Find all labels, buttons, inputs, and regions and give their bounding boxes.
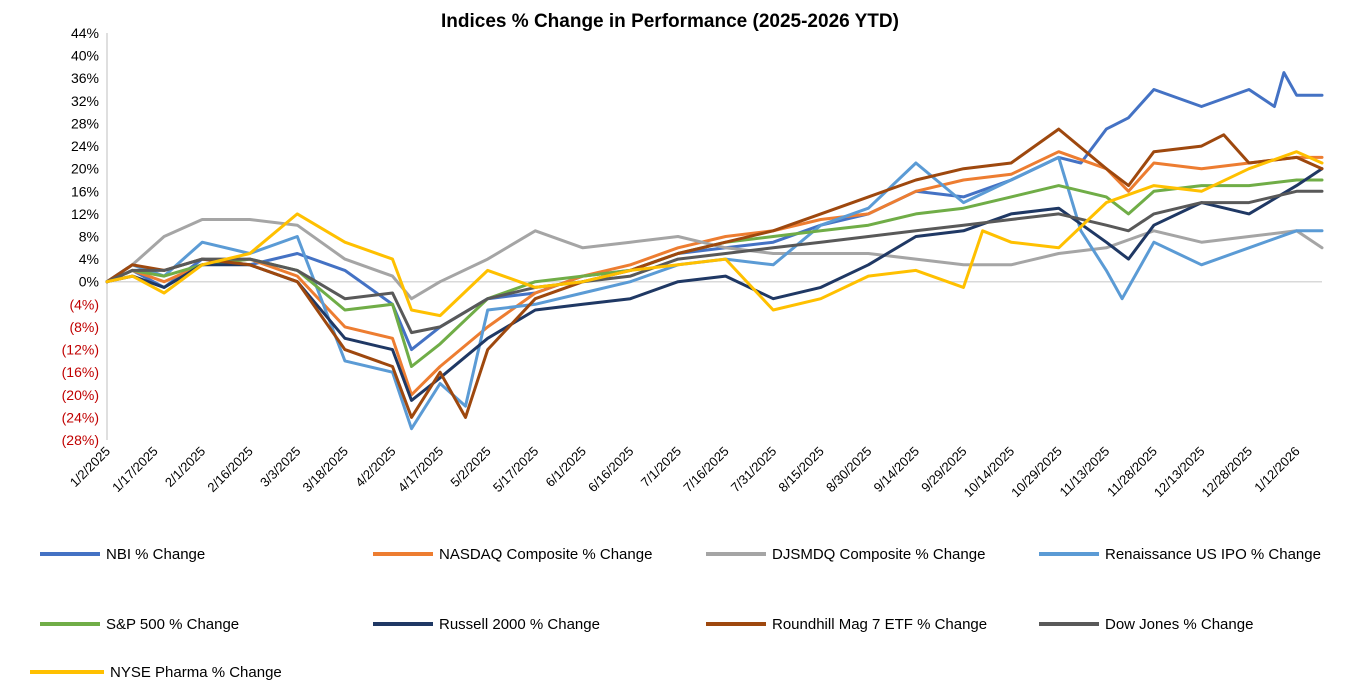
x-tick-label: 6/1/2025 — [543, 444, 589, 490]
y-axis: 44% 40% 36% 32% 28% 24% 20% 16% 12% 8% 4% 0% (4%) (8%… — [62, 25, 1322, 448]
x-tick-label: 2/16/2025 — [204, 444, 256, 496]
y-tick-label: 24% — [71, 138, 99, 154]
legend-item: NASDAQ Composite % Change — [373, 546, 652, 563]
y-tick-label: 40% — [71, 48, 99, 64]
y-tick-label: (24%) — [62, 409, 99, 425]
series-line-4 — [105, 155, 1324, 431]
chart-title: Indices % Change in Performance (2025-20… — [441, 11, 899, 32]
x-tick-label: 4/2/2025 — [352, 444, 398, 490]
x-tick-label: 5/2/2025 — [447, 444, 493, 490]
x-tick-label: 1/12/2026 — [1251, 444, 1303, 496]
legend-label: NYSE Pharma % Change — [110, 664, 282, 681]
y-tick-label: (16%) — [62, 364, 99, 380]
x-tick-label: 6/16/2025 — [585, 444, 637, 496]
y-tick-label: (4%) — [69, 296, 99, 312]
y-tick-label: 0% — [79, 274, 99, 290]
x-tick-label: 1/17/2025 — [109, 444, 161, 496]
legend-label: Dow Jones % Change — [1105, 616, 1253, 633]
legend-item: Russell 2000 % Change — [373, 616, 600, 633]
series-layer — [105, 71, 1324, 431]
legend-label: Renaissance US IPO % Change — [1105, 546, 1321, 563]
x-tick-label: 10/14/2025 — [961, 444, 1018, 501]
y-tick-label: 20% — [71, 161, 99, 177]
x-tick-label: 9/14/2025 — [871, 444, 923, 496]
series-line-3 — [105, 218, 1324, 301]
x-tick-label: 7/31/2025 — [728, 444, 780, 496]
y-tick-label: 4% — [79, 251, 99, 267]
x-tick-label: 8/30/2025 — [823, 444, 875, 496]
x-tick-label: 5/17/2025 — [490, 444, 542, 496]
legend: NBI % Change NASDAQ Composite % Change DJS… — [30, 546, 1321, 681]
y-tick-label: (8%) — [69, 319, 99, 335]
y-tick-label: 28% — [71, 115, 99, 131]
series-line-8 — [105, 189, 1324, 335]
x-tick-label: 11/13/2025 — [1056, 444, 1112, 500]
y-tick-label: 12% — [71, 206, 99, 222]
y-tick-label: 36% — [71, 70, 99, 86]
y-tick-label: (28%) — [62, 432, 99, 448]
legend-item: Renaissance US IPO % Change — [1039, 546, 1321, 563]
y-tick-label: 8% — [79, 229, 99, 245]
legend-item: NYSE Pharma % Change — [30, 664, 282, 681]
y-tick-label: 44% — [71, 25, 99, 41]
y-tick-label: 16% — [71, 183, 99, 199]
legend-item: DJSMDQ Composite % Change — [706, 546, 985, 563]
y-tick-label: 32% — [71, 93, 99, 109]
x-tick-label: 4/17/2025 — [395, 444, 447, 496]
legend-label: S&P 500 % Change — [106, 616, 239, 633]
legend-label: Roundhill Mag 7 ETF % Change — [772, 616, 987, 633]
x-tick-label: 10/29/2025 — [1008, 444, 1065, 501]
legend-item: Dow Jones % Change — [1039, 616, 1253, 633]
series-line-9 — [105, 150, 1324, 318]
legend-item: Roundhill Mag 7 ETF % Change — [706, 616, 987, 633]
legend-item: NBI % Change — [40, 546, 205, 563]
y-tick-label: (12%) — [62, 342, 99, 358]
x-tick-label: 2/1/2025 — [162, 444, 208, 490]
series-line-2 — [105, 150, 1324, 397]
legend-label: DJSMDQ Composite % Change — [772, 546, 985, 563]
x-tick-label: 7/16/2025 — [680, 444, 732, 496]
legend-label: Russell 2000 % Change — [439, 616, 600, 633]
x-tick-label: 3/3/2025 — [257, 444, 303, 490]
x-tick-label: 1/2/2025 — [67, 444, 113, 490]
legend-label: NASDAQ Composite % Change — [439, 546, 652, 563]
legend-label: NBI % Change — [106, 546, 205, 563]
x-tick-label: 7/1/2025 — [638, 444, 684, 490]
series-line-7 — [105, 127, 1324, 419]
x-tick-label: 12/28/2025 — [1199, 444, 1256, 501]
x-tick-label: 8/15/2025 — [775, 444, 827, 496]
x-tick-label: 12/13/2025 — [1151, 444, 1208, 501]
series-line-1 — [105, 71, 1324, 352]
legend-item: S&P 500 % Change — [40, 616, 239, 633]
x-tick-label: 3/18/2025 — [300, 444, 352, 496]
y-tick-label: (20%) — [62, 387, 99, 403]
